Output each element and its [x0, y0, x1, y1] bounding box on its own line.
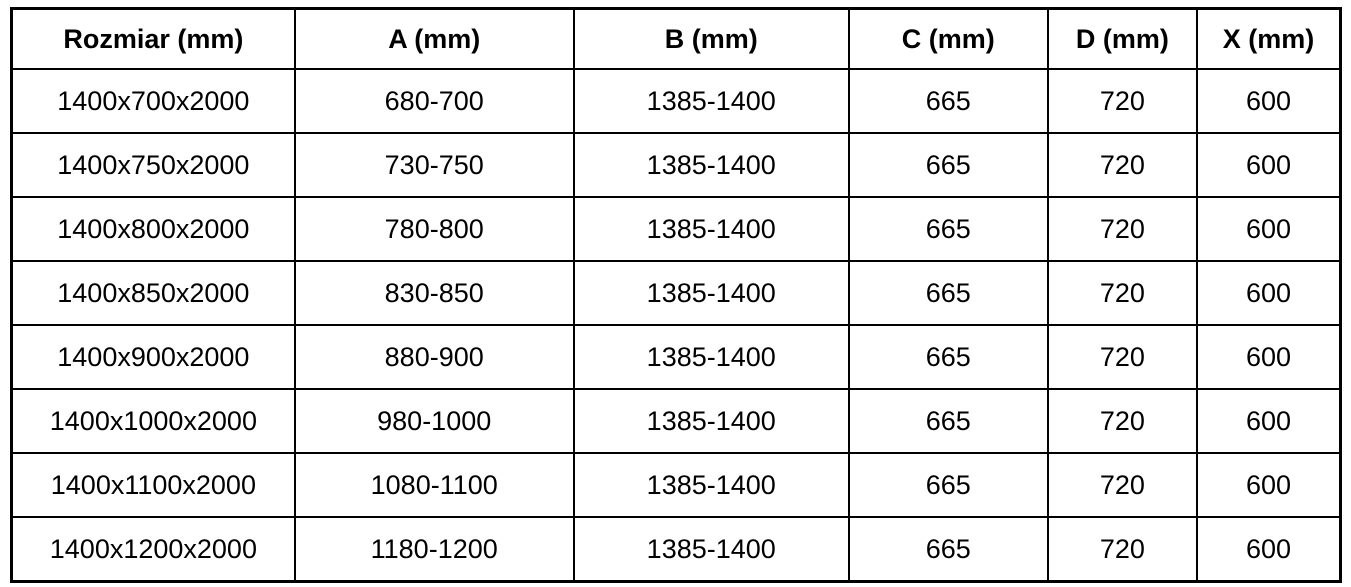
- table-cell: 980-1000: [293, 388, 575, 454]
- column-header: X (mm): [1196, 7, 1342, 70]
- table-cell: 680-700: [293, 68, 575, 134]
- table-row: 1400x1000x2000 980-1000 1385-1400 665 720 600: [10, 388, 1342, 454]
- table-cell: 600: [1196, 260, 1342, 326]
- table-cell: 1385-1400: [572, 324, 850, 390]
- table-cell: 1400x1200x2000: [10, 516, 296, 583]
- table-cell: 665: [847, 196, 1049, 262]
- table-cell: 720: [1046, 132, 1199, 198]
- table-body: 1400x700x2000 680-700 1385-1400 665 720 600 14…: [10, 68, 1342, 583]
- size-spec-table: Rozmiar (mm) A (mm) B (mm) C (mm) D (mm) X (m…: [10, 7, 1342, 583]
- table-cell: 665: [847, 260, 1049, 326]
- column-header: D (mm): [1046, 7, 1199, 70]
- table-cell: 1385-1400: [572, 388, 850, 454]
- column-header: A (mm): [293, 7, 575, 70]
- table-cell: 1180-1200: [293, 516, 575, 583]
- column-header: B (mm): [572, 7, 850, 70]
- table-cell: 665: [847, 388, 1049, 454]
- table-cell: 780-800: [293, 196, 575, 262]
- table-cell: 665: [847, 68, 1049, 134]
- table-row: 1400x700x2000 680-700 1385-1400 665 720 600: [10, 68, 1342, 134]
- table-cell: 720: [1046, 516, 1199, 583]
- column-header: Rozmiar (mm): [10, 7, 296, 70]
- table-cell: 1400x850x2000: [10, 260, 296, 326]
- table-cell: 1385-1400: [572, 196, 850, 262]
- table-cell: 1385-1400: [572, 68, 850, 134]
- table-cell: 1400x1100x2000: [10, 452, 296, 518]
- table-cell: 880-900: [293, 324, 575, 390]
- table-cell: 720: [1046, 324, 1199, 390]
- table-row: 1400x750x2000 730-750 1385-1400 665 720 600: [10, 132, 1342, 198]
- header-row: Rozmiar (mm) A (mm) B (mm) C (mm) D (mm) X (m…: [10, 7, 1342, 70]
- table-row: 1400x800x2000 780-800 1385-1400 665 720 600: [10, 196, 1342, 262]
- table-row: 1400x1100x2000 1080-1100 1385-1400 665 720 60…: [10, 452, 1342, 518]
- table-cell: 720: [1046, 388, 1199, 454]
- table-row: 1400x1200x2000 1180-1200 1385-1400 665 720 60…: [10, 516, 1342, 583]
- table-cell: 720: [1046, 452, 1199, 518]
- table-cell: 1400x900x2000: [10, 324, 296, 390]
- table-cell: 720: [1046, 68, 1199, 134]
- table-cell: 720: [1046, 196, 1199, 262]
- table-cell: 1385-1400: [572, 452, 850, 518]
- table-cell: 600: [1196, 388, 1342, 454]
- table-cell: 665: [847, 132, 1049, 198]
- table-header: Rozmiar (mm) A (mm) B (mm) C (mm) D (mm) X (m…: [10, 7, 1342, 70]
- table-cell: 1385-1400: [572, 132, 850, 198]
- table-cell: 665: [847, 324, 1049, 390]
- column-header: C (mm): [847, 7, 1049, 70]
- table-cell: 1400x800x2000: [10, 196, 296, 262]
- table-cell: 1400x1000x2000: [10, 388, 296, 454]
- table-cell: 1080-1100: [293, 452, 575, 518]
- table-cell: 730-750: [293, 132, 575, 198]
- table-cell: 600: [1196, 68, 1342, 134]
- table-cell: 720: [1046, 260, 1199, 326]
- table-cell: 665: [847, 452, 1049, 518]
- size-spec-table-container: Rozmiar (mm) A (mm) B (mm) C (mm) D (mm) X (m…: [10, 7, 1342, 583]
- table-row: 1400x850x2000 830-850 1385-1400 665 720 600: [10, 260, 1342, 326]
- table-cell: 1385-1400: [572, 260, 850, 326]
- table-cell: 600: [1196, 324, 1342, 390]
- table-cell: 1400x700x2000: [10, 68, 296, 134]
- table-cell: 1400x750x2000: [10, 132, 296, 198]
- table-cell: 1385-1400: [572, 516, 850, 583]
- table-cell: 600: [1196, 132, 1342, 198]
- table-cell: 600: [1196, 196, 1342, 262]
- table-cell: 830-850: [293, 260, 575, 326]
- table-cell: 600: [1196, 452, 1342, 518]
- table-cell: 600: [1196, 516, 1342, 583]
- table-row: 1400x900x2000 880-900 1385-1400 665 720 600: [10, 324, 1342, 390]
- table-cell: 665: [847, 516, 1049, 583]
